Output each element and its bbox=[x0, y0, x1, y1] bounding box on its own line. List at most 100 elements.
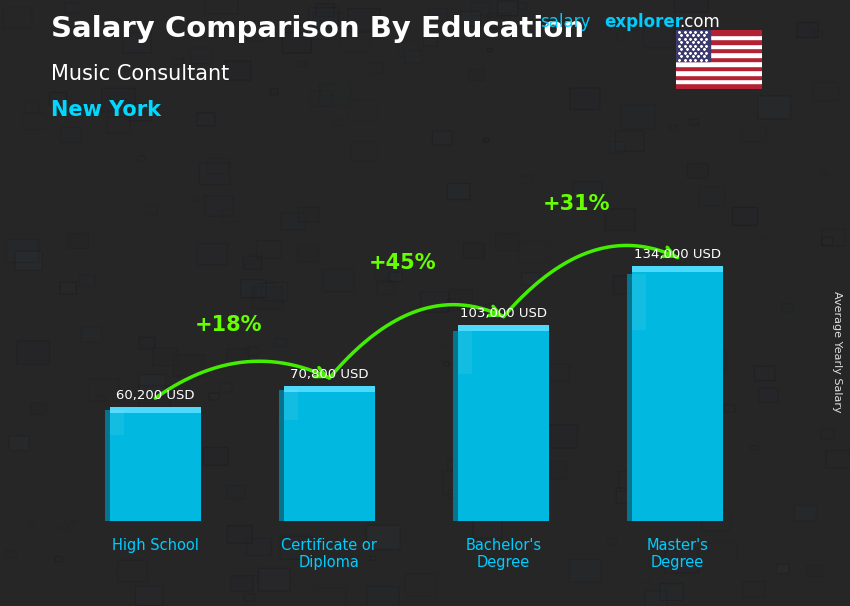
FancyBboxPatch shape bbox=[123, 33, 151, 53]
FancyBboxPatch shape bbox=[668, 482, 699, 504]
FancyBboxPatch shape bbox=[724, 405, 735, 412]
Bar bbox=[110, 407, 201, 413]
Text: 134,000 USD: 134,000 USD bbox=[634, 248, 721, 261]
Bar bbox=[105, 410, 110, 521]
FancyBboxPatch shape bbox=[241, 280, 266, 298]
FancyBboxPatch shape bbox=[485, 304, 496, 311]
FancyBboxPatch shape bbox=[616, 488, 638, 503]
FancyBboxPatch shape bbox=[298, 61, 307, 67]
FancyBboxPatch shape bbox=[15, 251, 42, 270]
FancyBboxPatch shape bbox=[448, 459, 462, 470]
FancyBboxPatch shape bbox=[644, 303, 677, 327]
Bar bbox=[458, 325, 549, 331]
FancyBboxPatch shape bbox=[246, 347, 258, 356]
FancyBboxPatch shape bbox=[146, 415, 166, 428]
FancyBboxPatch shape bbox=[190, 48, 212, 64]
FancyBboxPatch shape bbox=[283, 443, 298, 454]
FancyBboxPatch shape bbox=[280, 536, 313, 559]
FancyBboxPatch shape bbox=[433, 131, 452, 145]
FancyBboxPatch shape bbox=[135, 586, 162, 605]
FancyBboxPatch shape bbox=[110, 492, 129, 506]
FancyBboxPatch shape bbox=[689, 119, 699, 125]
Text: +45%: +45% bbox=[369, 253, 436, 273]
FancyBboxPatch shape bbox=[573, 182, 602, 202]
FancyBboxPatch shape bbox=[371, 557, 376, 560]
FancyBboxPatch shape bbox=[797, 22, 819, 38]
FancyBboxPatch shape bbox=[277, 413, 288, 421]
FancyBboxPatch shape bbox=[667, 302, 674, 307]
FancyBboxPatch shape bbox=[522, 273, 539, 285]
Text: +31%: +31% bbox=[543, 195, 610, 215]
FancyBboxPatch shape bbox=[645, 591, 667, 606]
FancyBboxPatch shape bbox=[205, 0, 238, 14]
FancyBboxPatch shape bbox=[463, 243, 484, 258]
FancyBboxPatch shape bbox=[461, 12, 481, 25]
Bar bbox=[284, 390, 298, 420]
FancyBboxPatch shape bbox=[688, 164, 708, 178]
FancyBboxPatch shape bbox=[795, 505, 816, 521]
Bar bbox=[110, 410, 123, 435]
FancyBboxPatch shape bbox=[262, 282, 287, 301]
FancyBboxPatch shape bbox=[323, 269, 354, 291]
FancyBboxPatch shape bbox=[367, 587, 399, 606]
FancyBboxPatch shape bbox=[570, 88, 600, 110]
FancyBboxPatch shape bbox=[224, 61, 251, 80]
FancyBboxPatch shape bbox=[479, 433, 501, 447]
Bar bbox=[627, 273, 632, 521]
FancyBboxPatch shape bbox=[197, 244, 228, 265]
FancyBboxPatch shape bbox=[665, 549, 699, 573]
FancyBboxPatch shape bbox=[17, 341, 50, 364]
FancyBboxPatch shape bbox=[619, 471, 647, 491]
FancyBboxPatch shape bbox=[758, 96, 791, 119]
FancyBboxPatch shape bbox=[282, 32, 311, 53]
FancyBboxPatch shape bbox=[699, 351, 726, 371]
FancyBboxPatch shape bbox=[203, 447, 229, 465]
FancyBboxPatch shape bbox=[429, 8, 447, 21]
FancyBboxPatch shape bbox=[405, 51, 422, 63]
FancyBboxPatch shape bbox=[138, 156, 145, 161]
Bar bbox=[453, 331, 458, 521]
FancyBboxPatch shape bbox=[188, 21, 192, 24]
FancyBboxPatch shape bbox=[246, 538, 271, 556]
FancyBboxPatch shape bbox=[647, 488, 661, 498]
FancyBboxPatch shape bbox=[7, 239, 38, 262]
FancyBboxPatch shape bbox=[258, 568, 290, 591]
FancyBboxPatch shape bbox=[199, 162, 230, 185]
Bar bbox=[458, 331, 472, 374]
FancyBboxPatch shape bbox=[80, 275, 95, 287]
FancyBboxPatch shape bbox=[227, 525, 252, 544]
FancyBboxPatch shape bbox=[209, 393, 218, 400]
Text: New York: New York bbox=[51, 100, 161, 120]
FancyBboxPatch shape bbox=[518, 3, 527, 9]
FancyBboxPatch shape bbox=[107, 117, 130, 133]
FancyBboxPatch shape bbox=[759, 388, 779, 402]
Text: 103,000 USD: 103,000 USD bbox=[460, 307, 547, 320]
FancyBboxPatch shape bbox=[49, 93, 66, 105]
Text: +18%: +18% bbox=[195, 315, 262, 335]
FancyBboxPatch shape bbox=[443, 362, 449, 365]
FancyBboxPatch shape bbox=[421, 292, 449, 312]
FancyBboxPatch shape bbox=[484, 138, 489, 142]
FancyBboxPatch shape bbox=[643, 25, 674, 48]
FancyBboxPatch shape bbox=[257, 241, 281, 258]
FancyBboxPatch shape bbox=[605, 208, 636, 230]
FancyBboxPatch shape bbox=[117, 560, 148, 582]
FancyBboxPatch shape bbox=[693, 387, 720, 407]
FancyBboxPatch shape bbox=[514, 348, 526, 356]
FancyBboxPatch shape bbox=[621, 105, 654, 129]
Text: .com: .com bbox=[679, 13, 720, 32]
FancyBboxPatch shape bbox=[117, 485, 147, 507]
FancyBboxPatch shape bbox=[179, 376, 185, 379]
Text: salary: salary bbox=[540, 13, 590, 32]
FancyBboxPatch shape bbox=[65, 2, 80, 13]
Bar bbox=[110, 407, 201, 521]
FancyBboxPatch shape bbox=[706, 75, 722, 87]
Text: 70,800 USD: 70,800 USD bbox=[290, 368, 369, 381]
FancyBboxPatch shape bbox=[487, 48, 492, 52]
FancyBboxPatch shape bbox=[733, 207, 757, 225]
FancyBboxPatch shape bbox=[389, 273, 402, 282]
Bar bbox=[284, 386, 375, 521]
FancyBboxPatch shape bbox=[298, 207, 320, 222]
Bar bbox=[632, 273, 646, 330]
FancyBboxPatch shape bbox=[423, 36, 437, 46]
